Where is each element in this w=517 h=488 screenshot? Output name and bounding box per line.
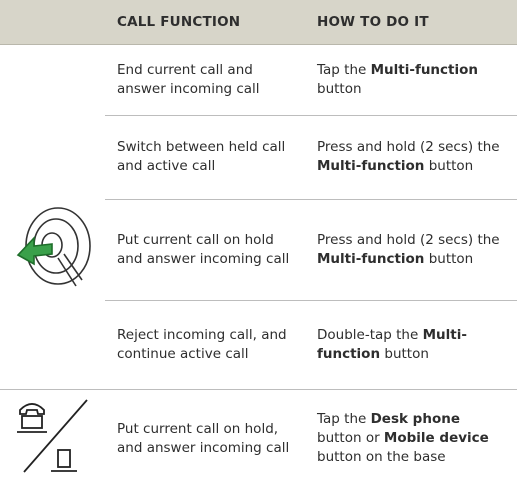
instruction-text: button [380, 345, 429, 362]
row-divider [105, 199, 517, 200]
function-cell: Put current call on hold and answer inco… [117, 199, 305, 300]
button-name: Mobile device [383, 430, 489, 446]
row-divider [105, 300, 517, 301]
instruction-text: Tap the [317, 62, 371, 78]
function-text: Put current call on hold, and answer inc… [117, 420, 290, 456]
how-cell: Press and hold (2 secs) the Multi-functi… [317, 115, 513, 199]
button-name: Multi-function [317, 326, 467, 362]
table-header: CALL FUNCTION HOW TO DO IT [0, 0, 517, 45]
function-text: Put current call on hold and answer inco… [117, 231, 290, 267]
function-text: End current call and answer incoming cal… [117, 62, 260, 97]
button-name: Desk phone [370, 411, 460, 427]
instruction-text: Press and hold (2 secs) the [317, 231, 500, 248]
how-text: Press and hold (2 secs) the Multi-functi… [317, 138, 507, 176]
instruction-text: button [424, 250, 474, 267]
button-name: Multi-function [317, 158, 425, 174]
instruction-text: Tap the [317, 411, 371, 427]
function-cell: Switch between held call and active call [117, 115, 305, 199]
instruction-text: Press and hold (2 secs) the [317, 139, 500, 155]
function-text: Switch between held call and active call [117, 139, 286, 174]
function-cell: Reject incoming call, and continue activ… [117, 300, 305, 389]
instruction-text: button [424, 158, 474, 174]
function-cell: End current call and answer incoming cal… [117, 45, 305, 115]
button-name: Multi-function [370, 62, 479, 78]
instruction-text: button [317, 81, 362, 97]
instruction-text: Double-tap the [317, 326, 423, 343]
how-cell: Double-tap the Multi-function button [317, 300, 513, 389]
how-cell: Tap the Desk phone button or Mobile devi… [317, 389, 513, 488]
how-cell: Press and hold (2 secs) the Multi-functi… [317, 199, 513, 300]
header-cell: CALL FUNCTION [117, 14, 241, 30]
row-divider [0, 389, 517, 390]
button-name: Multi-function [317, 250, 425, 267]
row-divider [105, 115, 517, 116]
phone-icons [17, 399, 88, 473]
how-cell: Tap the Multi-function button [317, 45, 513, 115]
how-text: Press and hold (2 secs) the Multi-functi… [317, 231, 507, 269]
how-text: Tap the Multi-function button [317, 61, 507, 99]
function-cell: Put current call on hold, and answer inc… [117, 389, 305, 488]
instruction-text: button or [317, 430, 384, 446]
headset-button-icon [16, 207, 91, 287]
instruction-text: button on the base [317, 449, 446, 465]
header-cell: HOW TO DO IT [317, 14, 429, 30]
how-text: Double-tap the Multi-function button [317, 326, 507, 364]
function-text: Reject incoming call, and continue activ… [117, 326, 287, 362]
how-text: Tap the Desk phone button or Mobile devi… [317, 410, 507, 467]
